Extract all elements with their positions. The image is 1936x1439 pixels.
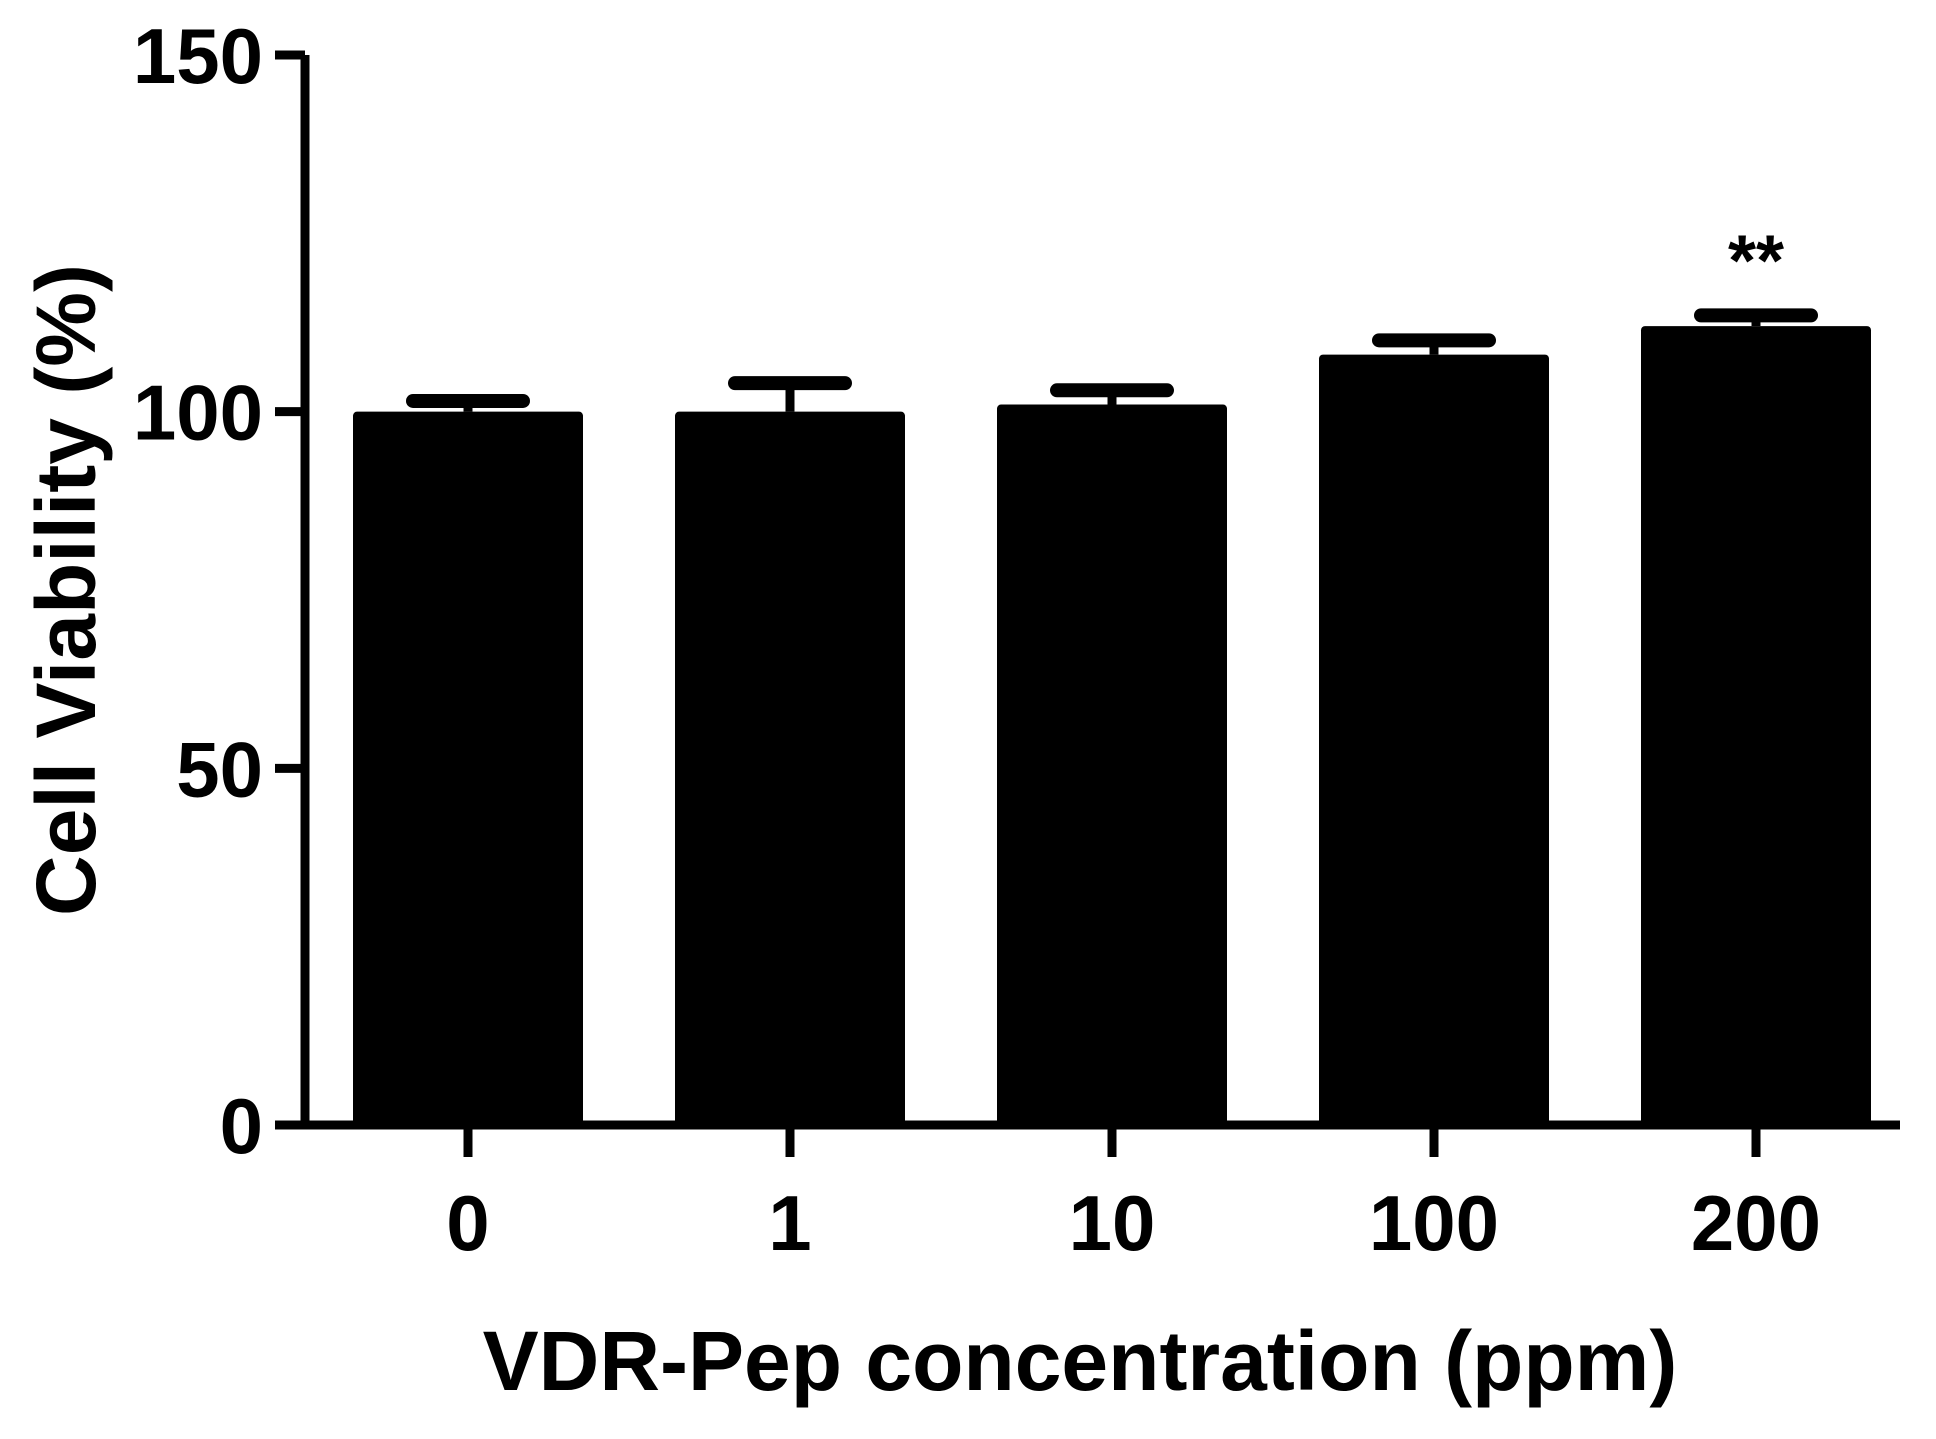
x-tick-label-200: 200 xyxy=(1691,1179,1821,1267)
axes-layer xyxy=(275,55,1900,1130)
x-tick-label-1: 1 xyxy=(768,1179,811,1267)
significance-annotation: ** xyxy=(1728,221,1784,301)
bars-layer xyxy=(353,326,1871,1126)
annotations-layer: ** xyxy=(1728,221,1784,301)
ticks-layer: 0 50 100 150 0 1 10 100 200 xyxy=(133,12,1821,1267)
x-tick-label-0: 0 xyxy=(446,1179,489,1267)
x-tick-label-100: 100 xyxy=(1369,1179,1499,1267)
y-tick-label: 0 xyxy=(220,1082,263,1170)
x-tick-label-10: 10 xyxy=(1069,1179,1156,1267)
y-tick-label: 100 xyxy=(133,369,263,457)
y-tick-label: 50 xyxy=(176,725,263,813)
error-bars-layer xyxy=(406,308,1818,412)
bar-10 xyxy=(997,404,1227,1125)
y-tick-label: 150 xyxy=(133,12,263,100)
bar-200 xyxy=(1641,326,1871,1126)
bar-1 xyxy=(675,411,905,1126)
x-axis-title: VDR-Pep concentration (ppm) xyxy=(483,1314,1678,1408)
bar-0 xyxy=(353,411,583,1126)
y-axis-title: Cell Viability (%) xyxy=(19,264,113,916)
bar-100 xyxy=(1319,354,1549,1126)
